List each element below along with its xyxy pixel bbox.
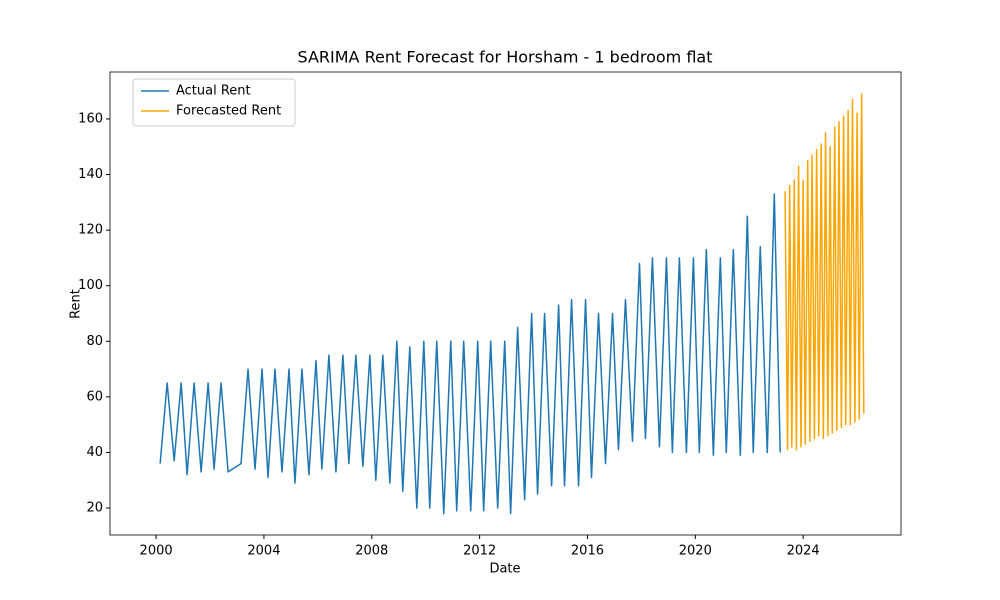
chart-title: SARIMA Rent Forecast for Horsham - 1 bed… bbox=[298, 48, 713, 67]
legend-label: Actual Rent bbox=[176, 84, 251, 99]
x-tick-label: 2008 bbox=[355, 544, 388, 559]
legend-label: Forecasted Rent bbox=[176, 104, 281, 119]
y-tick-label: 140 bbox=[78, 167, 103, 182]
x-tick-label: 2020 bbox=[679, 544, 712, 559]
y-tick-label: 100 bbox=[78, 278, 103, 293]
y-tick-label: 80 bbox=[86, 334, 103, 349]
x-tick-label: 2024 bbox=[787, 544, 820, 559]
legend-box bbox=[132, 78, 296, 127]
y-tick-label: 40 bbox=[86, 445, 103, 460]
x-tick-label: 2016 bbox=[571, 544, 604, 559]
y-tick-label: 120 bbox=[78, 223, 103, 238]
line-series bbox=[784, 93, 865, 451]
x-tick-label: 2012 bbox=[463, 544, 496, 559]
y-tick-label: 160 bbox=[78, 111, 103, 126]
y-tick-label: 60 bbox=[86, 389, 103, 404]
y-axis-label: Rent bbox=[69, 289, 84, 319]
x-tick-label: 2000 bbox=[140, 544, 173, 559]
y-tick-label: 20 bbox=[86, 501, 103, 516]
x-tick-label: 2004 bbox=[247, 544, 280, 559]
x-axis-label: Date bbox=[489, 562, 520, 577]
plot-frame bbox=[109, 71, 902, 536]
line-series bbox=[159, 193, 781, 515]
